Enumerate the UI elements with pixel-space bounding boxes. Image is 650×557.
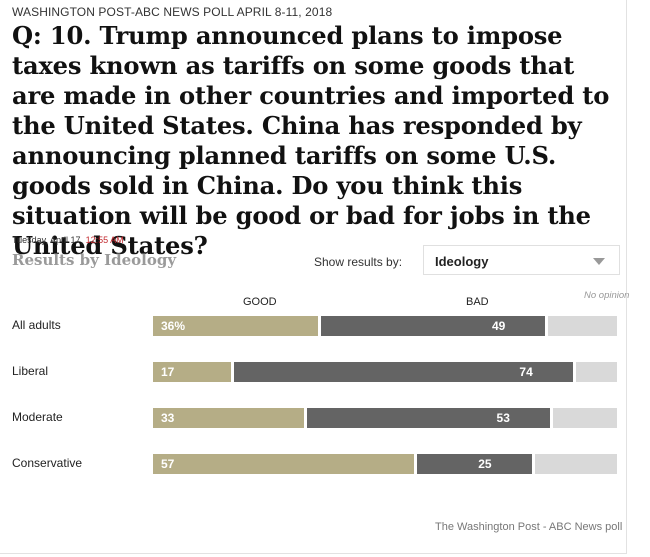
good-bar-moderate [153, 408, 305, 428]
poll-question: Q: 10. Trump announced plans to impose t… [12, 21, 610, 260]
good-bar-all-adults [153, 316, 318, 336]
bad-value-label-moderate: 53 [496, 411, 510, 425]
show-results-label: Show results by: [314, 255, 403, 269]
results-by-dropdown[interactable]: Ideology [423, 245, 620, 275]
good-value-label-liberal: 17 [161, 365, 175, 379]
column-header-good: GOOD [243, 296, 277, 308]
bad-value-label-conservative: 25 [478, 457, 492, 471]
column-header-bad: BAD [466, 296, 489, 308]
row-label-liberal: Liberal [12, 364, 49, 378]
good-value-label-moderate: 33 [161, 411, 175, 425]
good-bar-conservative [153, 454, 415, 474]
poll-kicker: WASHINGTON POST-ABC NEWS POLL APRIL 8-11… [12, 5, 333, 19]
dateline: Tuesday, April 17, 12:55 AM [12, 235, 124, 245]
bad-value-label-all-adults: 49 [491, 319, 506, 333]
results-title: Results by Ideology [12, 251, 177, 269]
chevron-down-icon [593, 258, 605, 265]
column-header-no-opinion: No opinion [584, 290, 630, 301]
poll-card: WASHINGTON POST-ABC NEWS POLL APRIL 8-11… [0, 0, 630, 554]
no-opinion-bar-all-adults [548, 316, 617, 336]
bad-bar-moderate [307, 408, 550, 428]
bad-value-label-liberal: 74 [519, 365, 533, 379]
time-text: 12:55 AM [85, 235, 124, 245]
date-text: Tuesday, April 17, [12, 235, 84, 245]
bad-bar-liberal [233, 362, 573, 382]
good-value-label-conservative: 57 [161, 457, 175, 471]
source-credit: The Washington Post - ABC News poll [435, 521, 623, 533]
no-opinion-bar-liberal [575, 362, 617, 382]
row-label-all-adults: All adults [12, 318, 61, 332]
row-label-conservative: Conservative [12, 456, 83, 470]
bad-bar-conservative [417, 454, 532, 474]
no-opinion-bar-conservative [534, 454, 617, 474]
good-bar-liberal [153, 362, 231, 382]
bad-bar-all-adults [320, 316, 546, 336]
good-value-label-all-adults: 36% [161, 319, 186, 333]
dropdown-value: Ideology [435, 254, 489, 269]
no-opinion-bar-moderate [552, 408, 617, 428]
row-label-moderate: Moderate [12, 410, 63, 424]
